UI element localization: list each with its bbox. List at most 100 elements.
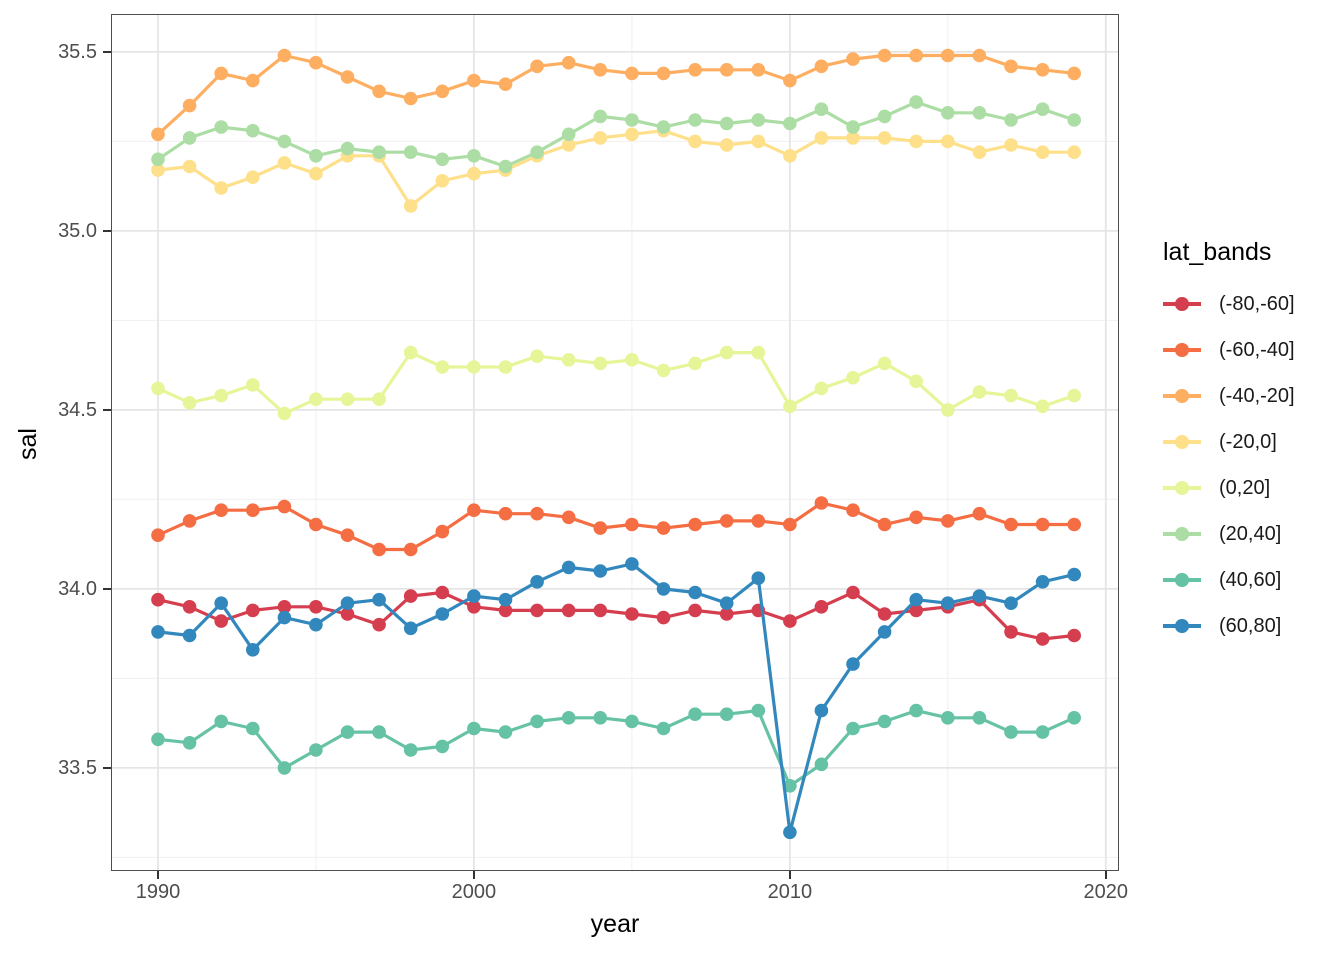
data-point [941,711,955,725]
data-point [403,345,418,360]
data-point [972,145,987,159]
series-line-5 [157,100,1075,169]
legend-key-icon [1163,290,1201,318]
legend-key-dot [1175,435,1189,449]
data-point [941,596,955,610]
data-point [435,360,450,374]
data-point [309,55,323,70]
data-point [751,63,766,77]
data-point [498,506,513,521]
data-point [846,52,860,66]
data-point [783,116,797,131]
data-point [751,345,766,360]
legend-key-icon [1163,566,1201,594]
data-point [467,721,481,736]
data-point [151,127,165,142]
data-point [372,592,386,607]
data-point [530,349,544,364]
plot-panel-background [111,14,1119,871]
data-point [151,152,165,167]
data-point [972,48,987,63]
data-point [151,592,165,607]
data-point [309,166,323,181]
data-point [277,134,292,149]
data-point [814,102,829,116]
legend-item: (20,40] [1163,520,1281,548]
data-point [498,360,513,374]
data-point [877,517,892,532]
data-point [277,610,292,625]
y-tick-label: 33.5 [58,756,97,779]
x-tick-mark [472,871,476,879]
data-point [309,149,323,163]
data-point [814,757,829,772]
data-point [1035,725,1050,739]
data-point [151,528,165,542]
data-point [1035,145,1050,159]
data-point [182,514,197,528]
data-point [814,131,829,145]
data-point [688,603,702,618]
data-point [593,521,608,535]
data-point [435,84,450,99]
legend-item-label: (20,40] [1219,523,1282,545]
data-point [846,131,860,145]
series-line-7 [157,562,1075,834]
data-point [435,739,450,754]
legend: lat_bands (-80,-60] (-60,-40] (-40,-20] (-2… [1163,238,1344,668]
data-point [246,643,260,657]
data-point [214,614,228,628]
data-point [403,589,418,603]
data-point [372,145,386,159]
y-tick-label: 34.0 [58,577,97,600]
data-point [688,707,702,721]
data-point [435,585,450,600]
data-point [277,600,292,614]
data-point [246,503,260,517]
data-point [403,199,418,213]
data-point [309,600,323,614]
data-point [498,159,513,174]
data-point [625,113,639,127]
data-point [1004,113,1018,127]
data-point [625,714,639,729]
data-point [846,657,860,671]
data-point [719,345,734,360]
data-point [467,149,481,163]
data-point [814,59,829,74]
y-tick-mark [103,587,111,591]
legend-key-dot [1175,527,1189,541]
data-point [846,721,860,736]
legend-key-icon [1163,428,1201,456]
series-line-3 [157,129,1075,208]
data-point [1035,63,1050,77]
data-point [372,725,386,739]
data-point [403,91,418,106]
data-point [941,514,955,528]
series-line-0 [157,590,1075,641]
data-point [1035,632,1050,646]
data-point [1067,145,1081,159]
data-point [498,592,513,607]
data-point [309,517,323,532]
legend-item-label: (-40,-20] [1219,385,1295,407]
data-point [1067,517,1081,532]
data-point [909,95,923,109]
data-point [498,77,513,91]
data-point [751,113,766,127]
data-point [182,628,197,643]
series-line-1 [157,501,1075,552]
data-point [783,779,797,793]
data-point [751,571,766,585]
y-axis-title: sal [14,428,42,460]
data-point [372,84,386,99]
legend-item-label: (-60,-40] [1219,339,1295,361]
data-point [277,761,292,775]
data-point [625,607,639,621]
data-point [561,55,576,70]
data-point [561,711,576,725]
data-point [340,70,355,84]
data-point [751,134,766,149]
data-point [530,59,544,74]
data-point [846,585,860,600]
